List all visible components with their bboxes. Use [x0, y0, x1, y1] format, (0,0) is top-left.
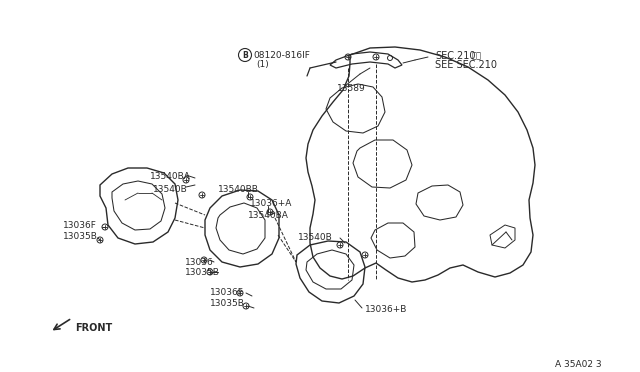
Text: 13036F: 13036F — [63, 221, 97, 230]
Text: FRONT: FRONT — [75, 323, 112, 333]
Text: 13540B: 13540B — [298, 233, 333, 242]
Text: SEC.210: SEC.210 — [435, 51, 476, 61]
Text: 13036+B: 13036+B — [365, 305, 408, 314]
Text: 参図: 参図 — [472, 51, 482, 60]
Text: 13035B: 13035B — [210, 299, 245, 308]
Text: 13540BA: 13540BA — [248, 211, 289, 220]
Text: 13589: 13589 — [337, 84, 365, 93]
Text: 13035B: 13035B — [185, 268, 220, 277]
Text: (1): (1) — [256, 60, 269, 69]
Text: 13036+A: 13036+A — [250, 199, 292, 208]
Text: 13036F: 13036F — [210, 288, 244, 297]
Text: 13540BA: 13540BA — [150, 172, 191, 181]
Text: SEE SEC.210: SEE SEC.210 — [435, 60, 497, 70]
Text: A 35A02 3: A 35A02 3 — [555, 360, 602, 369]
Text: 13035B: 13035B — [63, 232, 98, 241]
Text: 08120-816IF: 08120-816IF — [253, 51, 310, 60]
Text: 13036: 13036 — [185, 258, 214, 267]
Text: B: B — [242, 51, 248, 60]
Text: 13540BB: 13540BB — [218, 185, 259, 194]
Text: 13540B: 13540B — [153, 185, 188, 194]
